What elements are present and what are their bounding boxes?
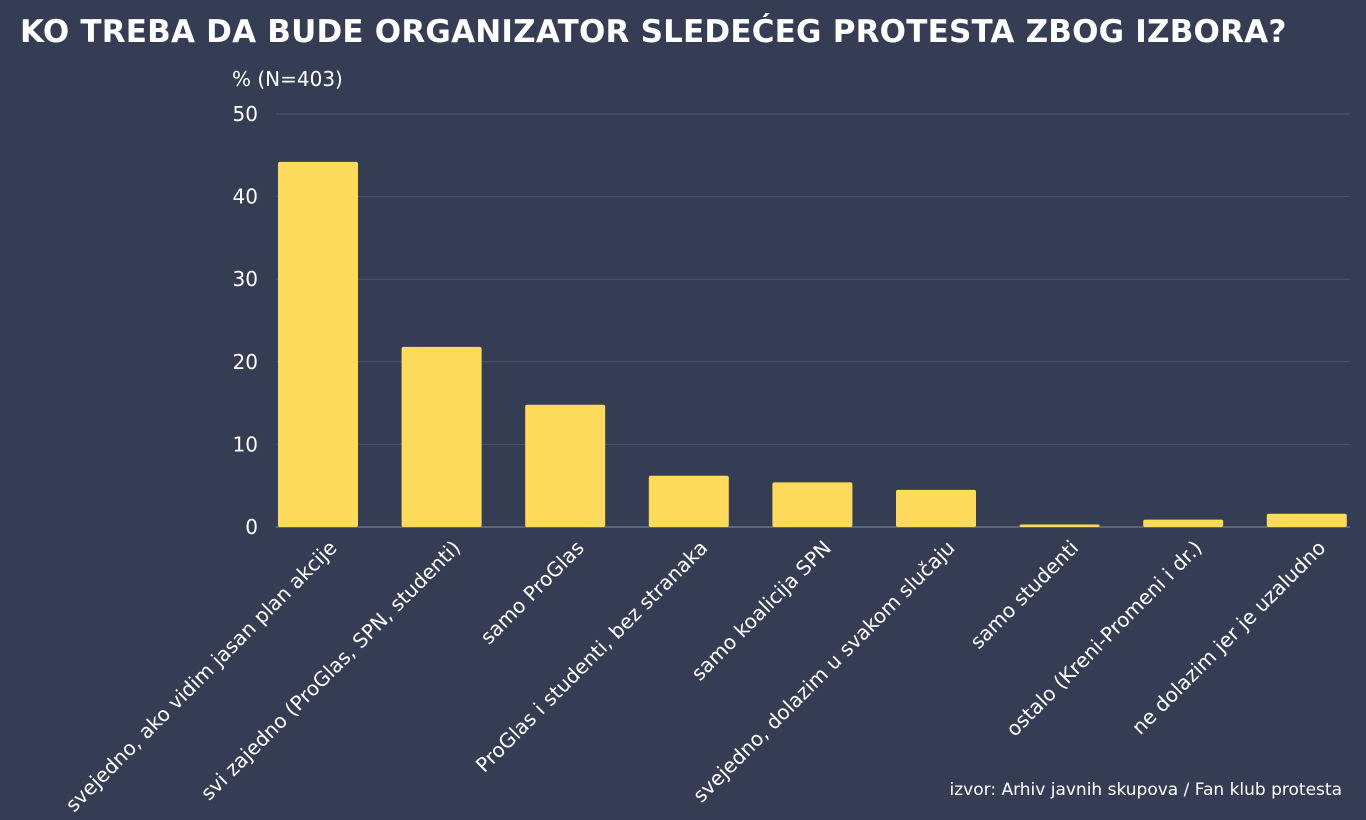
bars [278,161,1347,527]
source-note: izvor: Arhiv javnih skupova / Fan klub p… [949,780,1342,800]
x-category-label: samo ProGlas [475,536,588,649]
y-tick-label: 30 [233,267,258,291]
y-tick-label: 0 [245,515,258,539]
x-category-label: svejedno, dolazim u svakom slučaju [688,536,960,808]
x-category-label: samo koalicija SPN [686,536,836,686]
x-category-label: svi zajedno (ProGlas, SPN, studenti) [196,536,465,805]
y-axis-unit-label: % (N=403) [232,67,343,91]
bar [401,346,482,527]
x-category-label: ne dolazim jer je uzaludno [1127,536,1331,740]
y-axis-ticks: 0 10 20 30 40 50 [233,102,258,539]
chart-title: KO TREBA DA BUDE ORGANIZATOR SLEDEĆEG PR… [20,14,1287,50]
y-tick-label: 50 [233,102,258,126]
x-axis-category-labels: svejedno, ako vidim jasan plan akcijesvi… [61,536,1331,817]
bar [648,475,729,527]
bar [525,404,606,527]
y-tick-label: 40 [233,185,258,209]
x-category-label: samo studenti [965,536,1083,654]
bar [1019,524,1100,527]
y-tick-label: 10 [233,432,258,456]
x-category-label: ProGlas i studenti, bez stranaka [471,536,712,777]
bar [278,161,358,527]
x-category-label: ostalo (Kreni-Promeni i dr.) [1001,536,1207,742]
y-tick-label: 20 [233,350,258,374]
bar [896,489,976,527]
x-category-label: svejedno, ako vidim jasan plan akcije [61,536,342,817]
bar [1143,519,1224,527]
bar [772,482,853,527]
bar [1266,513,1347,527]
